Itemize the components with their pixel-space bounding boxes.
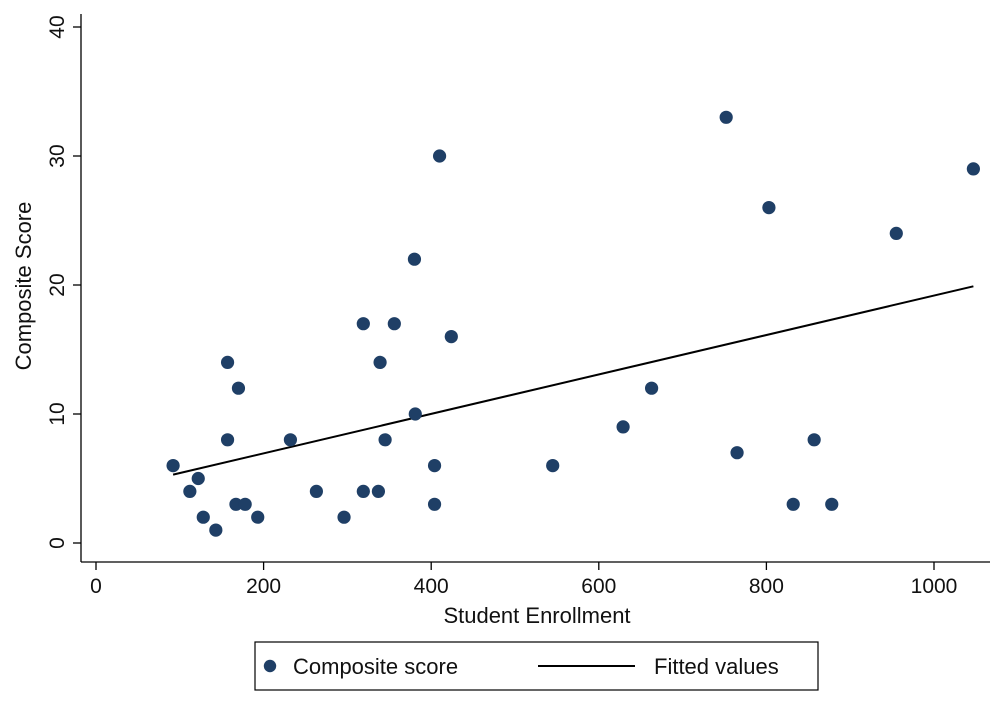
legend-label-fitted-values: Fitted values [654,654,779,679]
axes: 0 200 400 600 800 1000 0 10 20 30 40 [46,14,990,598]
x-axis-title: Student Enrollment [443,603,630,628]
legend-box [254,641,819,691]
legend-label-composite-score: Composite score [293,654,458,679]
scatter-point [337,510,351,524]
scatter-point [719,110,733,124]
y-tick-label: 30 [46,144,69,167]
scatter-point [407,252,422,266]
scatter-point [356,484,370,498]
scatter-point [546,459,560,473]
scatter-point [762,201,776,215]
scatter-point [644,381,659,395]
legend-marker-composite-score [263,659,277,673]
scatter-point [408,407,422,421]
scatter-point [427,459,442,473]
scatter-point [166,459,180,473]
scatter-point [432,149,447,163]
x-tick-label: 400 [414,575,449,598]
scatter-point [220,355,235,369]
scatter-point [889,226,903,240]
scatter-point [807,433,821,447]
scatter-point [616,420,630,434]
scatter-point [196,510,210,524]
x-tick-label: 0 [90,575,102,598]
fitted-values-line [172,285,974,476]
scatter-point [825,497,839,511]
y-tick-label: 40 [46,15,69,38]
scatter-point [309,484,323,498]
y-axis-title: Composite Score [11,202,36,371]
scatter-point [231,381,246,395]
y-tick-label: 10 [46,402,69,425]
x-tick-label: 200 [246,575,281,598]
scatter-point [220,433,235,447]
scatter-point [373,355,387,369]
x-tick-label: 1000 [911,575,958,598]
scatter-point [183,484,197,498]
scatter-point [209,523,223,537]
x-tick-label: 800 [749,575,784,598]
scatter-point [238,497,252,511]
scatter-point [966,162,980,176]
scatter-point [378,433,392,447]
y-tick-label: 0 [46,537,69,549]
scatter-point [387,317,401,331]
x-tick-label: 600 [581,575,616,598]
scatter-point [730,446,744,460]
y-tick-label: 20 [46,273,69,296]
scatter-point [283,433,298,447]
scatter-point [251,510,265,524]
scatter-point [191,471,205,486]
plot-area [166,110,980,537]
scatter-point [786,497,800,511]
scatter-point [356,317,370,331]
scatter-point [371,484,386,498]
scatter-point [444,330,458,344]
scatter-point [427,497,442,511]
scatter-point [229,497,243,511]
legend: Composite score Fitted values [254,641,819,691]
